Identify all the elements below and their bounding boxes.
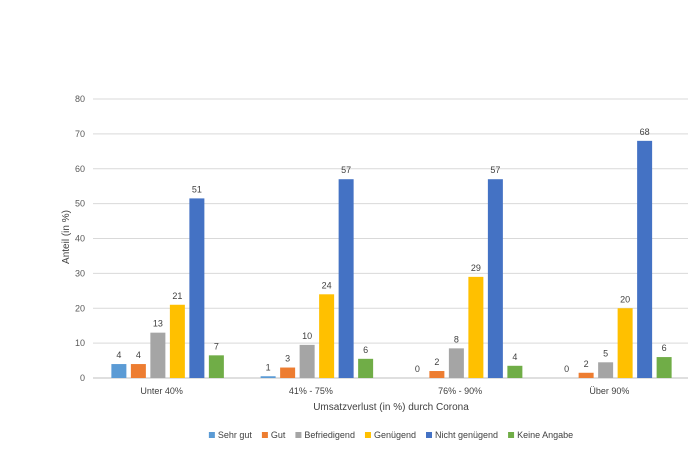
data-label: 5	[603, 348, 608, 358]
data-label: 57	[490, 165, 500, 175]
data-label: 2	[434, 357, 439, 367]
data-label: 4	[512, 352, 517, 362]
legend-item: Befriedigend	[295, 430, 355, 440]
legend-item: Genügend	[364, 430, 416, 440]
data-label: 68	[640, 127, 650, 137]
legend-item: Gut	[261, 430, 286, 440]
bar	[656, 357, 672, 378]
legend-swatch	[426, 432, 433, 438]
legend-swatch	[261, 432, 268, 438]
y-tick-label: 60	[75, 164, 85, 174]
bar	[338, 179, 354, 378]
data-label: 51	[192, 184, 202, 194]
data-label: 0	[415, 364, 420, 374]
y-axis-title: Anteil (in %)	[61, 210, 72, 264]
bar	[208, 355, 224, 378]
legend-label: Nicht genügend	[435, 430, 498, 440]
y-tick-label: 40	[75, 234, 85, 244]
bar	[507, 365, 523, 378]
x-axis-title: Umsatzverlust (in %) durch Corona	[313, 402, 469, 413]
bar	[111, 364, 127, 378]
data-label: 13	[153, 319, 163, 329]
category-label: Unter 40%	[140, 386, 183, 396]
bar	[358, 358, 374, 378]
bar	[189, 198, 205, 378]
bar	[598, 362, 614, 378]
data-label: 24	[322, 280, 332, 290]
y-tick-label: 80	[75, 94, 85, 104]
bar	[578, 372, 594, 378]
bar	[319, 294, 335, 378]
data-label: 6	[662, 343, 667, 353]
data-label: 7	[214, 341, 219, 351]
data-label: 0	[564, 364, 569, 374]
x-axis-categories: Unter 40% 41% - 75% 76% - 90% Über 90%	[140, 386, 629, 396]
legend-label: Gut	[271, 430, 286, 440]
data-label: 20	[620, 294, 630, 304]
bar	[637, 140, 653, 378]
bar	[150, 332, 166, 378]
data-label: 21	[172, 291, 182, 301]
y-tick-label: 10	[75, 338, 85, 348]
legend-label: Genügend	[374, 430, 416, 440]
data-label: 1	[266, 362, 271, 372]
y-tick-label: 50	[75, 199, 85, 209]
category-label: Über 90%	[589, 386, 629, 396]
data-label: 3	[285, 354, 290, 364]
bar	[487, 179, 503, 378]
bar	[280, 367, 296, 378]
category-label: 76% - 90%	[438, 386, 482, 396]
y-tick-label: 30	[75, 268, 85, 278]
bar	[448, 348, 464, 378]
y-tick-label: 0	[80, 373, 85, 383]
legend-swatch	[295, 432, 302, 438]
y-tick-label: 70	[75, 129, 85, 139]
legend-label: Sehr gut	[218, 430, 253, 440]
legend-swatch	[208, 432, 215, 438]
legend-swatch	[508, 432, 515, 438]
legend-swatch	[364, 432, 371, 438]
legend-item: Keine Angabe	[508, 430, 573, 440]
bar	[429, 371, 445, 378]
data-label: 6	[363, 345, 368, 355]
legend: Sehr gut Gut Befriedigend Genügend Nicht gen…	[208, 430, 573, 440]
legend-item: Sehr gut	[208, 430, 253, 440]
bar	[617, 308, 633, 378]
bar	[299, 344, 315, 378]
bars	[111, 140, 672, 378]
bar	[468, 276, 484, 378]
y-axis-ticks: 0 10 20 30 40 50 60 70 80	[75, 94, 85, 383]
category-label: 41% - 75%	[289, 386, 333, 396]
data-label: 2	[584, 359, 589, 369]
data-label: 8	[454, 334, 459, 344]
data-label: 10	[302, 331, 312, 341]
data-label: 4	[116, 350, 121, 360]
legend-label: Befriedigend	[304, 430, 355, 440]
legend-label: Keine Angabe	[517, 430, 573, 440]
data-label: 4	[136, 350, 141, 360]
legend-item: Nicht genügend	[426, 430, 498, 440]
data-label: 29	[471, 263, 481, 273]
bar	[169, 304, 185, 378]
data-label: 57	[341, 165, 351, 175]
bar	[260, 376, 276, 378]
bar	[130, 364, 146, 378]
y-tick-label: 20	[75, 303, 85, 313]
